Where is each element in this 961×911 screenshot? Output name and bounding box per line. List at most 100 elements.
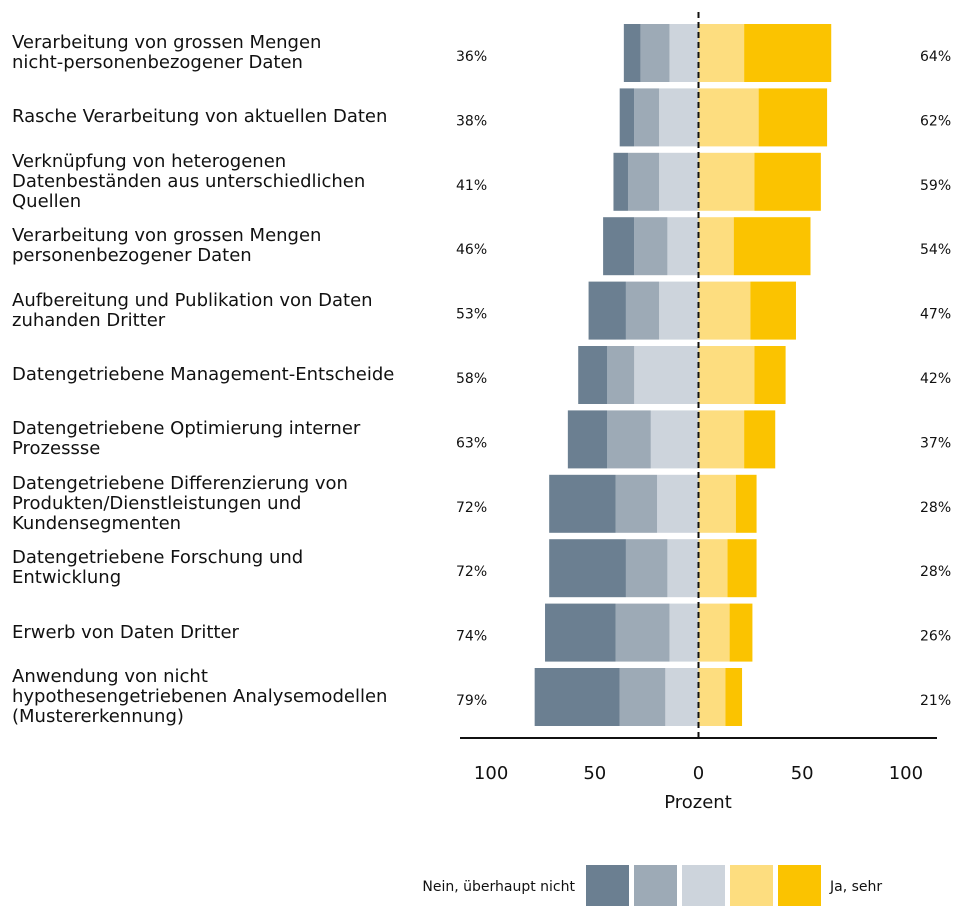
right-total-label: 64%: [920, 49, 951, 65]
category-label: Anwendung von nicht hypothesengetriebene…: [12, 666, 388, 727]
legend-swatch: [682, 865, 725, 906]
bar-segment: [640, 24, 670, 82]
bar-segment: [698, 539, 728, 598]
bar-segment: [659, 152, 699, 211]
right-total-label: 54%: [920, 242, 951, 258]
bar-segment: [659, 88, 699, 147]
bar-segment: [634, 346, 699, 404]
bar-segment: [669, 24, 699, 82]
right-total-label: 37%: [920, 435, 951, 451]
bar-segment: [578, 346, 608, 404]
bar-segment: [669, 603, 699, 662]
bar-segment: [657, 474, 699, 533]
left-total-label: 72%: [456, 500, 487, 516]
legend-label: Ja, sehr: [829, 879, 882, 895]
category-label: Datengetriebene Optimierung interner Pro…: [12, 418, 361, 460]
bar-segment: [623, 24, 641, 82]
bar-segment: [698, 281, 751, 340]
bar-segment: [698, 474, 736, 533]
bar-segment: [607, 346, 635, 404]
bar-segment: [698, 152, 755, 211]
bar-segment: [588, 281, 626, 340]
right-total-label: 28%: [920, 500, 951, 516]
left-total-label: 36%: [456, 49, 487, 65]
bar-segment: [567, 410, 608, 469]
left-total-label: 63%: [456, 435, 487, 451]
left-total-label: 41%: [456, 178, 487, 194]
category-label: Datengetriebene Management-Entscheide: [12, 364, 395, 385]
x-tick-label: 100: [889, 763, 923, 784]
bar-segment: [603, 217, 635, 276]
category-label: Rasche Verarbeitung von aktuellen Daten: [12, 106, 388, 128]
left-total-label: 53%: [456, 307, 487, 323]
category-label: Erwerb von Daten Dritter: [12, 621, 239, 643]
bar-segment: [534, 668, 620, 726]
left-total-label: 46%: [456, 242, 487, 258]
bar-segment: [698, 217, 734, 276]
bar-segment: [733, 217, 811, 276]
bar-segment: [549, 474, 616, 533]
bar-segment: [727, 539, 757, 598]
bar-segment: [698, 24, 745, 82]
category-label: Aufbereitung und Publikation von Daten z…: [12, 289, 373, 331]
bar-segment: [634, 217, 668, 276]
legend-swatch: [634, 865, 677, 906]
legend-swatch: [586, 865, 629, 906]
category-label: Datengetriebene Differenzierung von Prod…: [12, 472, 348, 534]
right-total-label: 26%: [920, 629, 951, 645]
bar-segment: [659, 281, 699, 340]
bar-segment: [698, 88, 759, 147]
category-label: Verarbeitung von grossen Mengen nicht-pe…: [12, 32, 322, 73]
left-total-label: 79%: [456, 693, 487, 709]
legend-swatch: [730, 865, 773, 906]
bar-segment: [549, 539, 626, 598]
x-tick-label: 50: [791, 763, 814, 784]
right-total-label: 62%: [920, 113, 951, 129]
bar-segment: [754, 346, 786, 404]
bar-segment: [619, 88, 635, 147]
x-tick-label: 50: [583, 763, 606, 784]
bar-segment: [619, 668, 666, 726]
x-tick-label: 100: [474, 763, 508, 784]
right-total-label: 28%: [920, 564, 951, 580]
bar-segment: [698, 410, 745, 469]
bar-segment: [667, 217, 699, 276]
right-total-label: 59%: [920, 178, 951, 194]
category-label: Datengetriebene Forschung und Entwicklun…: [12, 547, 304, 589]
x-axis-label: Prozent: [664, 792, 732, 813]
left-total-label: 38%: [456, 113, 487, 129]
bar-segment: [754, 152, 821, 211]
category-label: Verarbeitung von grossen Mengen personen…: [12, 225, 322, 267]
right-total-label: 42%: [920, 371, 951, 387]
legend-label: Nein, überhaupt nicht: [422, 879, 575, 895]
left-total-label: 58%: [456, 371, 487, 387]
bar-segment: [607, 410, 651, 469]
bar-segment: [613, 152, 628, 211]
bar-segment: [758, 88, 828, 147]
bar-segment: [650, 410, 699, 469]
bar-segment: [625, 281, 660, 340]
bar-segment: [545, 603, 616, 662]
x-tick-label: 0: [693, 763, 704, 784]
right-total-label: 21%: [920, 693, 951, 709]
bar-segment: [625, 539, 668, 598]
bar-segment: [698, 668, 726, 726]
left-total-label: 72%: [456, 564, 487, 580]
bar-segment: [725, 668, 743, 726]
bar-segment: [698, 346, 755, 404]
legend-swatch: [778, 865, 821, 906]
bar-segment: [698, 603, 730, 662]
bar-segment: [665, 668, 699, 726]
bar-segment: [667, 539, 699, 598]
bar-segment: [627, 152, 660, 211]
bar-segment: [735, 474, 757, 533]
category-label: Verknüpfung von heterogenen Datenbeständ…: [12, 150, 366, 212]
right-total-label: 47%: [920, 307, 951, 323]
bar-segment: [615, 474, 658, 533]
bar-segment: [750, 281, 796, 340]
bar-segment: [634, 88, 660, 147]
bar-segment: [744, 410, 776, 469]
left-total-label: 74%: [456, 629, 487, 645]
